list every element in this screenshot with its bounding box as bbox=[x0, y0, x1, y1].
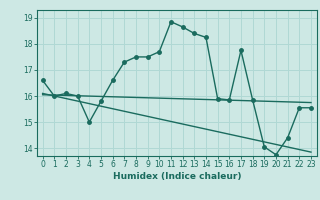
X-axis label: Humidex (Indice chaleur): Humidex (Indice chaleur) bbox=[113, 172, 241, 181]
